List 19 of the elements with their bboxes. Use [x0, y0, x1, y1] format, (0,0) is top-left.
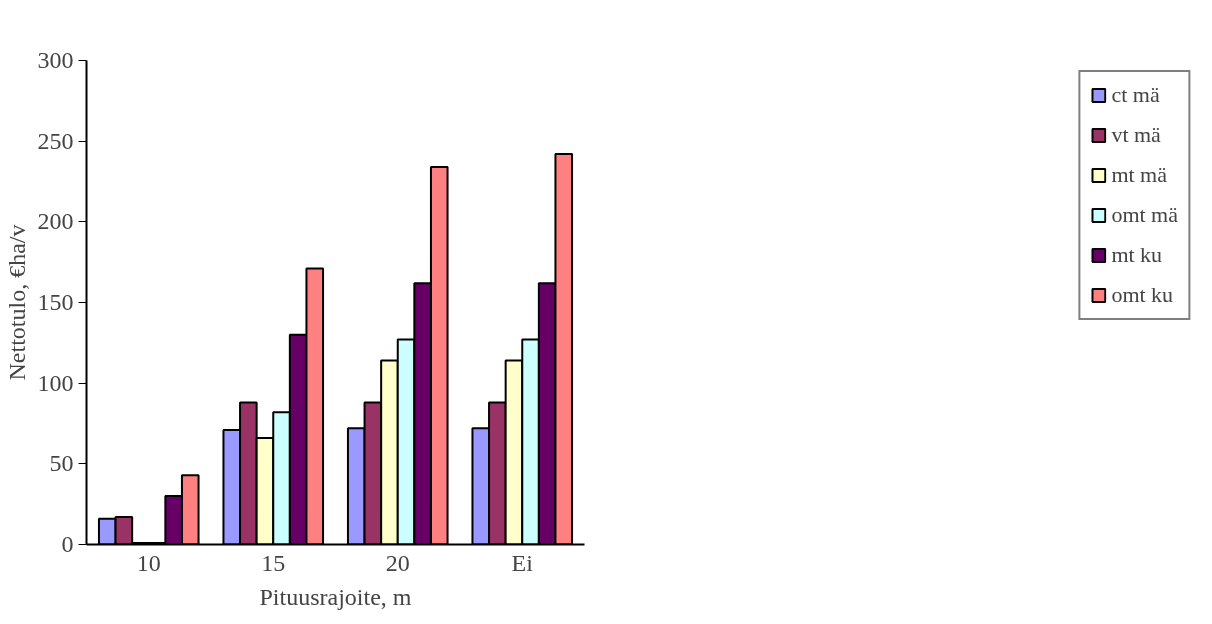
legend-label: mt ku	[1111, 242, 1163, 268]
x-tick-label: 10	[136, 549, 161, 576]
x-tick-label: 20	[385, 549, 410, 576]
y-tick-label: 200	[37, 208, 74, 235]
y-axis-title: Nettotulo, €ha/v	[3, 224, 30, 381]
legend-label: mt mä	[1111, 162, 1167, 188]
legend-label: omt mä	[1111, 202, 1178, 228]
y-tick-label: 150	[37, 289, 74, 315]
legend-label: omt ku	[1111, 282, 1174, 308]
y-tick-label: 0	[61, 531, 74, 557]
y-tick-label: 100	[37, 369, 74, 396]
x-axis-title: Pituusrajoite, m	[259, 583, 412, 610]
legend-label: ct mä	[1111, 82, 1160, 108]
legend-label: vt mä	[1111, 122, 1161, 148]
x-tick-label: Ei	[511, 549, 534, 576]
y-tick-label: 300	[37, 47, 74, 73]
x-tick-label: 15	[261, 549, 286, 576]
y-tick-label: 50	[49, 450, 74, 477]
y-tick-label: 250	[37, 127, 74, 154]
